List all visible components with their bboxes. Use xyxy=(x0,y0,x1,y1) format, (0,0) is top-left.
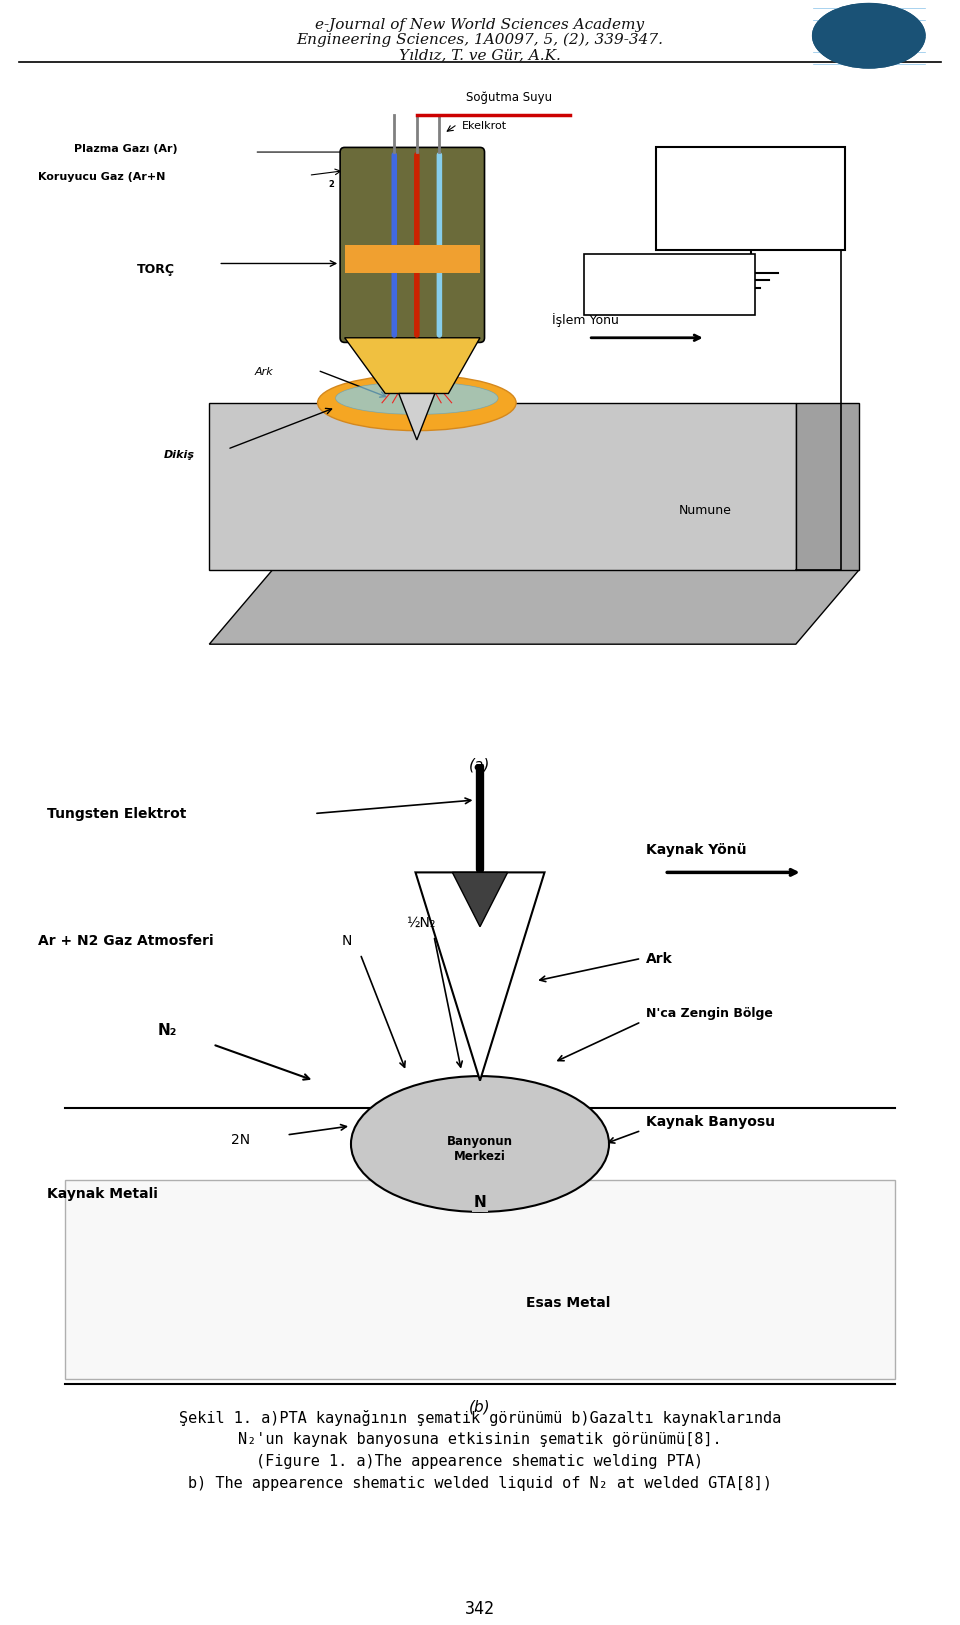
Polygon shape xyxy=(796,403,859,570)
Text: 342: 342 xyxy=(465,1601,495,1618)
Text: Kaynak Metali: Kaynak Metali xyxy=(47,1188,157,1201)
Ellipse shape xyxy=(336,382,498,414)
Polygon shape xyxy=(65,1180,895,1380)
Text: N₂'un kaynak banyosuna etkisinin şematik görünümü[8].: N₂'un kaynak banyosuna etkisinin şematik… xyxy=(238,1432,722,1446)
Text: 2: 2 xyxy=(328,180,334,188)
Polygon shape xyxy=(398,393,435,440)
Polygon shape xyxy=(416,873,544,1081)
Ellipse shape xyxy=(351,1076,609,1212)
Text: Kaynak Banyosu: Kaynak Banyosu xyxy=(646,1115,775,1129)
Ellipse shape xyxy=(318,375,516,431)
Text: Ar + N2 Gaz Atmosferi: Ar + N2 Gaz Atmosferi xyxy=(37,934,213,947)
Text: Kaynak Yönü: Kaynak Yönü xyxy=(646,843,746,858)
Text: e-Journal of New World Sciences Academy: e-Journal of New World Sciences Academy xyxy=(316,18,644,32)
Text: ): ) xyxy=(340,182,346,192)
Polygon shape xyxy=(209,403,796,570)
Text: b) The appearence shematic welded liquid of N₂ at welded GTA[8]): b) The appearence shematic welded liquid… xyxy=(188,1476,772,1492)
Text: Esas Metal: Esas Metal xyxy=(526,1297,611,1310)
Text: Ekelkrot: Ekelkrot xyxy=(462,120,507,132)
Text: Soğutma Suyu: Soğutma Suyu xyxy=(467,91,553,104)
Polygon shape xyxy=(209,570,859,644)
Polygon shape xyxy=(345,338,480,393)
Text: ½N₂: ½N₂ xyxy=(406,916,436,929)
Text: (a): (a) xyxy=(469,757,491,772)
Text: Dikiş: Dikiş xyxy=(164,450,195,460)
Text: İşlem Yönü: İşlem Yönü xyxy=(552,314,619,327)
Text: Pilot Ark: Pilot Ark xyxy=(645,278,694,291)
Text: N'ca Zengin Bölge: N'ca Zengin Bölge xyxy=(646,1008,773,1020)
Text: (Figure 1. a)The appearence shematic welding PTA): (Figure 1. a)The appearence shematic wel… xyxy=(256,1454,704,1469)
FancyBboxPatch shape xyxy=(584,254,756,315)
FancyBboxPatch shape xyxy=(340,148,485,343)
Text: Güç Kaynağı: Güç Kaynağı xyxy=(715,188,786,200)
Text: TORÇ: TORÇ xyxy=(137,263,175,276)
Text: Koruyucu Gaz (Ar+N: Koruyucu Gaz (Ar+N xyxy=(37,172,165,182)
Text: Engineering Sciences, 1A0097, 5, (2), 339-347.: Engineering Sciences, 1A0097, 5, (2), 33… xyxy=(297,32,663,47)
Text: 2N: 2N xyxy=(231,1133,251,1147)
Text: NWSA: NWSA xyxy=(852,31,885,41)
Text: Plazma Gazı (Ar): Plazma Gazı (Ar) xyxy=(74,145,178,154)
Text: Yıldız, T. ve Gür, A.K.: Yıldız, T. ve Gür, A.K. xyxy=(399,49,561,62)
Text: Banyonun
Merkezi: Banyonun Merkezi xyxy=(447,1134,513,1162)
Text: Ark: Ark xyxy=(254,367,274,377)
Polygon shape xyxy=(345,245,480,273)
Polygon shape xyxy=(452,873,508,926)
Text: Numune: Numune xyxy=(679,504,732,517)
Text: N: N xyxy=(473,1196,487,1211)
Text: Şekil 1. a)PTA kaynağının şematik görünümü b)Gazaltı kaynaklarında: Şekil 1. a)PTA kaynağının şematik görünü… xyxy=(179,1410,781,1427)
Text: Tungsten Elektrot: Tungsten Elektrot xyxy=(47,808,186,821)
Text: N: N xyxy=(342,934,352,947)
Text: N₂: N₂ xyxy=(157,1024,177,1038)
FancyBboxPatch shape xyxy=(656,148,846,250)
Circle shape xyxy=(812,3,924,68)
Text: Ark: Ark xyxy=(646,952,673,965)
Text: (b): (b) xyxy=(469,1399,491,1414)
